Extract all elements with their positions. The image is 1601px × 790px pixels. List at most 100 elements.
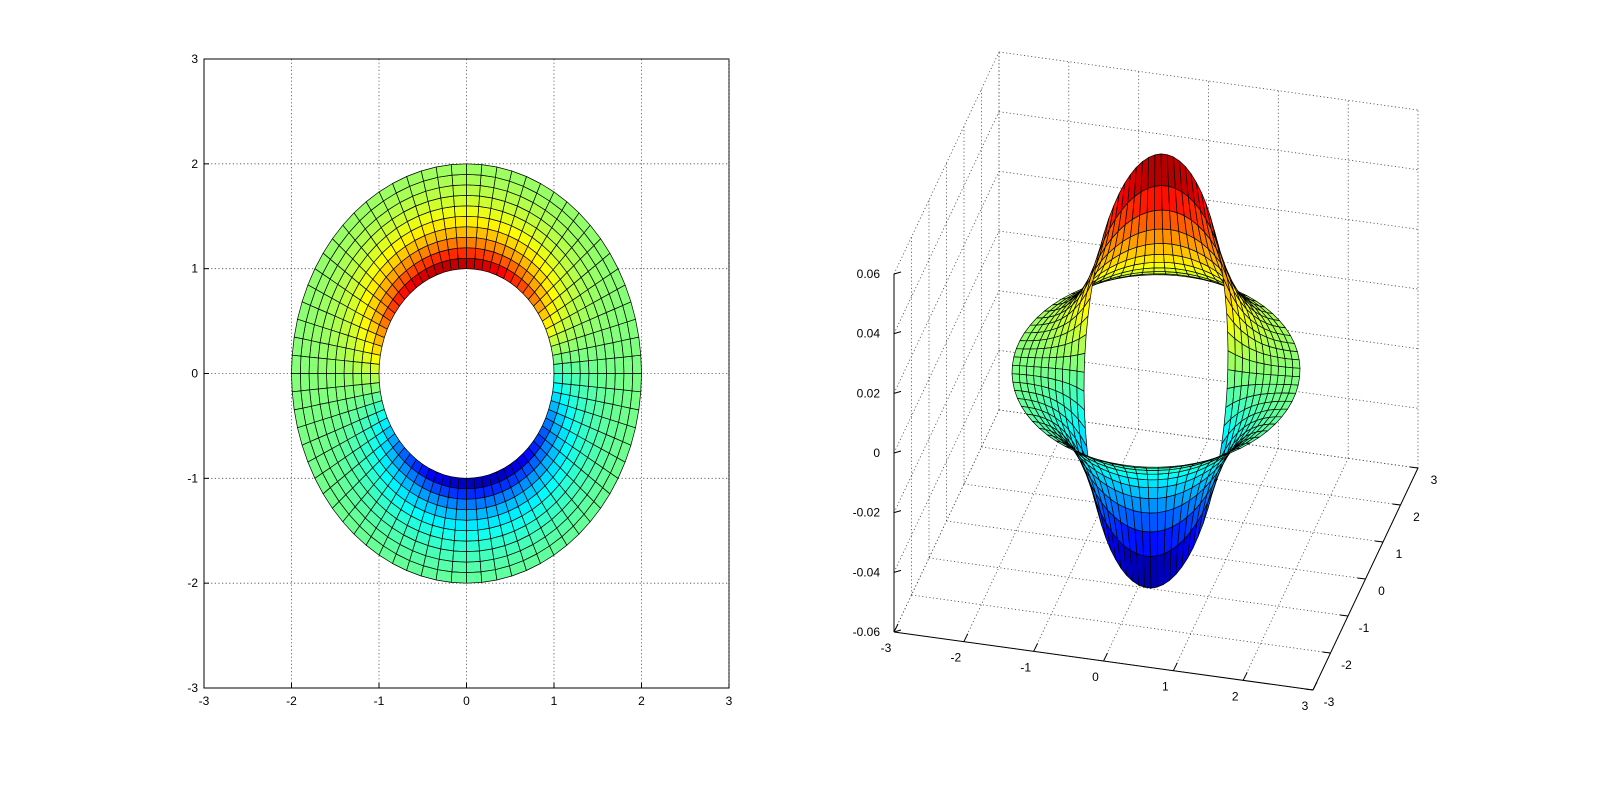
right-leftwall-grid [893, 111, 1000, 334]
left-surface-cell [343, 373, 354, 387]
right-ytick-mark [1339, 614, 1349, 617]
right-surface-cell [1145, 210, 1155, 232]
right-xtick-label: 1 [1162, 680, 1169, 694]
left-surface-cell [450, 163, 467, 176]
right-surface-cell [1153, 261, 1166, 269]
left-surface-cell [553, 363, 564, 374]
right-surface-cell [1227, 350, 1236, 372]
left-surface-cell [361, 351, 373, 364]
left-surface-cell [631, 373, 642, 393]
left-surface-cell [435, 164, 453, 178]
left-surface-cell [446, 497, 458, 510]
left-surface-cell [317, 357, 328, 374]
right-surface-cell [1018, 373, 1028, 384]
left-surface-cell [569, 384, 581, 398]
left-surface-cell [475, 237, 487, 250]
right-surface-cell [1153, 253, 1165, 263]
left-xtick-label: 2 [638, 694, 645, 708]
left-surface-cell [474, 247, 486, 261]
left-surface-cell [369, 363, 380, 374]
left-surface-cell [466, 236, 477, 249]
left-surface-cell [466, 488, 477, 500]
right-surface-cell [1142, 530, 1151, 557]
left-surface-cell [466, 173, 482, 186]
right-surface-cell [1154, 153, 1162, 187]
right-leftwall-grid [893, 290, 1000, 513]
right-surface-cell [1290, 375, 1300, 386]
right-ytick-label: -3 [1324, 695, 1335, 709]
right-surface-cell [1137, 478, 1149, 489]
right-surface-cell [1292, 367, 1301, 378]
left-surface-cell [466, 498, 477, 511]
right-ytick-mark [1357, 577, 1366, 580]
right-surface-cell [1062, 355, 1072, 371]
left-surface-cell [466, 540, 480, 553]
right-ytick-mark [1409, 466, 1419, 469]
left-surface-cell [299, 355, 310, 374]
left-surface-cell [457, 477, 467, 490]
left-ytick-label: 1 [191, 262, 198, 276]
left-surface-cell [473, 258, 484, 271]
right-surface-cell [1069, 354, 1079, 372]
left-xtick-label: 0 [463, 694, 470, 708]
right-surface-cell [1131, 495, 1142, 513]
left-ytick-label: 0 [191, 367, 198, 381]
left-surface-cell [317, 373, 328, 390]
left-surface-cell [623, 373, 634, 392]
left-ytick-label: 2 [191, 157, 198, 171]
left-surface-cell [623, 355, 634, 374]
right-leftwall-grid [893, 51, 1000, 275]
right-ytick-label: 0 [1378, 584, 1385, 598]
right-surface-cell [1145, 466, 1159, 469]
right-surface-cell [1011, 373, 1021, 384]
right-backwall-grid [998, 51, 1419, 111]
left-surface-cell [369, 373, 380, 384]
right-ztick-label: -0.04 [853, 565, 881, 579]
left-surface-cell [466, 247, 477, 259]
right-surface-cell [1153, 243, 1165, 255]
right-floor-grid [1242, 458, 1349, 681]
right-ytick-mark [1322, 651, 1331, 654]
left-surface-cell [454, 215, 467, 228]
left-surface-cell [629, 336, 642, 357]
left-surface [291, 163, 642, 584]
left-surface-cell [452, 550, 467, 563]
left-surface-cell [452, 184, 467, 197]
right-surface-cell [1076, 353, 1086, 373]
left-surface-cell [480, 164, 498, 178]
left-surface-cell [444, 226, 457, 240]
right-surface-cell [1140, 511, 1151, 533]
right-surface-cell [1146, 185, 1156, 213]
right-surface-plot: -3 -2 -1 0 1 2 3 -3 -2 -1 0 1 2 3 -0.06 -0.04 -0.02 0 0.02… [853, 51, 1438, 713]
left-surface-cell [480, 569, 498, 583]
right-leftwall-grid [893, 230, 1000, 454]
right-ztick-mark [893, 450, 902, 454]
left-surface-cell [370, 353, 381, 365]
right-xtick-mark [1033, 643, 1039, 652]
left-surface-cell [466, 550, 481, 563]
right-surface-cell [1165, 494, 1176, 512]
left-surface-plot: -3 -2 -1 0 1 2 3 -3 -2 -1 0 1 2 3 [187, 52, 732, 708]
left-surface-cell [466, 184, 481, 197]
right-surface-cell [1226, 369, 1236, 389]
left-surface-cell [456, 247, 467, 259]
left-surface-cell [560, 383, 572, 396]
right-surface-cell [1263, 353, 1272, 366]
left-surface-cell [444, 507, 457, 521]
right-surface-cell [1162, 243, 1174, 256]
right-ztick-mark [893, 629, 902, 633]
right-surface-cell [1040, 366, 1049, 379]
right-ztick-mark [893, 569, 902, 573]
left-xtick-label: -3 [199, 694, 210, 708]
left-surface-cell [466, 163, 483, 176]
left-surface-cell [450, 571, 467, 584]
right-surface-cell [1047, 357, 1057, 369]
left-surface-cell [552, 382, 563, 394]
right-surface-cell [1011, 364, 1020, 375]
right-ztick-mark [893, 271, 902, 275]
right-surface-cell [1154, 209, 1163, 230]
left-surface-cell [466, 508, 478, 521]
right-surface-cell [1145, 228, 1155, 246]
right-ztick-label: -0.06 [853, 625, 881, 639]
left-surface-cell [588, 373, 599, 388]
